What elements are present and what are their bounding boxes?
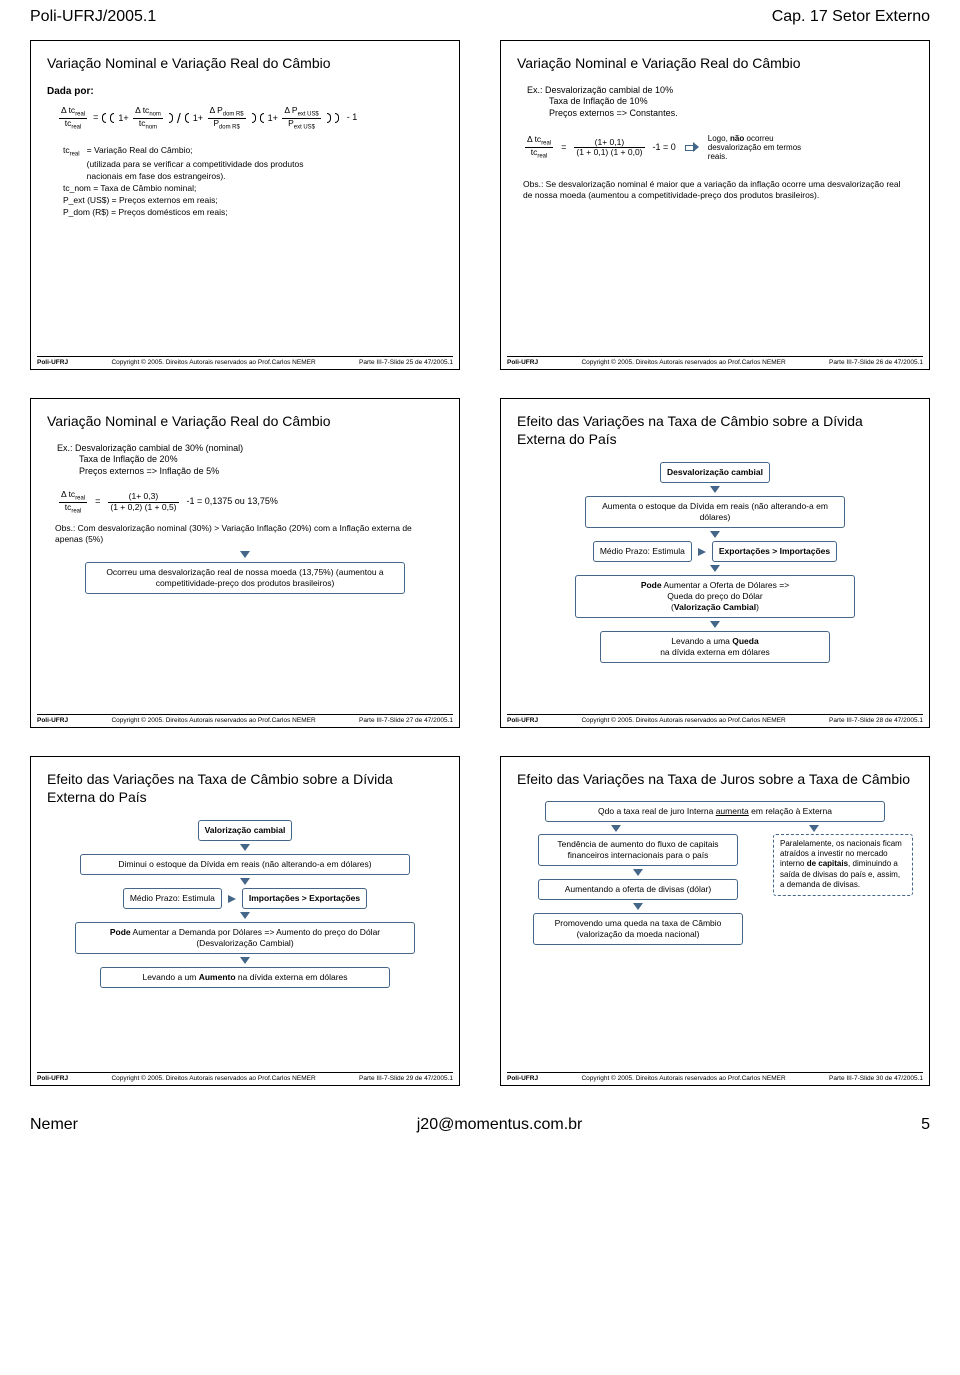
box-export-import: Exportações > Importações — [712, 541, 837, 562]
box-desvalorizacao: Desvalorização cambial — [660, 462, 770, 483]
arrow-down-icon — [240, 551, 250, 558]
obs-text: Obs.: Com desvalorização nominal (30%) >… — [47, 523, 443, 545]
formula-main: Δ tcreal tcreal = 1+ Δ tcnom tcnom / 1+ — [57, 106, 443, 131]
box-tendencia: Tendência de aumento do fluxo de capitai… — [538, 834, 738, 866]
page-footer: Nemer j20@momentus.com.br 5 — [0, 1096, 960, 1146]
hollow-arrow-icon — [685, 142, 699, 152]
formula-ex1: Δ tcreal tcreal = (1+ 0,1) (1 + 0,1) (1 … — [523, 134, 913, 162]
slide-title: Efeito das Variações na Taxa de Juros so… — [517, 771, 913, 789]
slide-title: Efeito das Variações na Taxa de Câmbio s… — [47, 771, 443, 806]
header-left: Poli-UFRJ/2005.1 — [30, 8, 156, 26]
box-import-export: Importações > Exportações — [242, 888, 367, 909]
header-right: Cap. 17 Setor Externo — [772, 8, 930, 26]
box-taxa-juro: Qdo a taxa real de juro Interna aumenta … — [545, 801, 885, 822]
slide-28: Efeito das Variações na Taxa de Câmbio s… — [500, 398, 930, 728]
arrow-right-icon — [228, 895, 236, 903]
box-oferta-divisas: Aumentando a oferta de divisas (dólar) — [538, 879, 738, 900]
arrow-down-icon — [710, 531, 720, 538]
arrow-down-icon — [710, 565, 720, 572]
dada-por-label: Dada por: — [47, 85, 443, 98]
box-medio-prazo: Médio Prazo: Estimula — [123, 888, 222, 909]
slide-30: Efeito das Variações na Taxa de Juros so… — [500, 756, 930, 1086]
footer-page-number: 5 — [921, 1116, 930, 1134]
footer-author: Nemer — [30, 1116, 78, 1134]
slide-footer: Poli-UFRJ Copyright © 2005. Direitos Aut… — [37, 714, 453, 724]
arrow-down-icon — [809, 825, 819, 832]
box-paralelamente: Paralelamente, os nacionais ficam atraíd… — [773, 834, 913, 896]
slide-body: Dada por: Δ tcreal tcreal = 1+ Δ tcnom t… — [47, 85, 443, 344]
ex-line3: Preços externos => Constantes. — [527, 108, 913, 120]
ex-line1: Ex.: Desvalorização cambial de 10% — [527, 85, 913, 97]
arrow-down-icon — [633, 903, 643, 910]
slide-title: Variação Nominal e Variação Real do Câmb… — [47, 55, 443, 73]
arrow-down-icon — [240, 957, 250, 964]
box-valorizacao: Valorização cambial — [198, 820, 293, 841]
arrow-right-icon — [698, 548, 706, 556]
slide-footer: Poli-UFRJ Copyright © 2005. Direitos Aut… — [37, 1072, 453, 1082]
box-medio-prazo: Médio Prazo: Estimula — [593, 541, 692, 562]
slides-grid: Variação Nominal e Variação Real do Câmb… — [0, 30, 960, 1096]
page-header: Poli-UFRJ/2005.1 Cap. 17 Setor Externo — [0, 0, 960, 30]
arrow-down-icon — [710, 621, 720, 628]
box-aumenta-divida: Aumenta o estoque da Dívida em reais (nã… — [585, 496, 845, 528]
obs-text: Obs.: Se desvalorização nominal é maior … — [517, 179, 913, 201]
box-demanda-dolares: Pode Aumentar a Demanda por Dólares => A… — [75, 922, 415, 954]
arrow-down-icon — [633, 869, 643, 876]
footer-email: j20@momentus.com.br — [417, 1116, 583, 1134]
slide-footer: Poli-UFRJ Copyright © 2005. Direitos Aut… — [37, 356, 453, 366]
box-diminui-divida: Diminui o estoque da Dívida em reais (nã… — [80, 854, 410, 875]
box-queda-divida: Levando a uma Quedana dívida externa em … — [600, 631, 830, 663]
ex-line1: Ex.: Desvalorização cambial de 30% (nomi… — [57, 443, 443, 455]
slide-26: Variação Nominal e Variação Real do Câmb… — [500, 40, 930, 370]
arrow-down-icon — [611, 825, 621, 832]
slide-body: Valorização cambial Diminui o estoque da… — [47, 818, 443, 1059]
arrow-down-icon — [240, 844, 250, 851]
arrow-down-icon — [710, 486, 720, 493]
slide-25: Variação Nominal e Variação Real do Câmb… — [30, 40, 460, 370]
slide-title: Variação Nominal e Variação Real do Câmb… — [47, 413, 443, 431]
ex-line2: Taxa de Inflação de 10% — [527, 96, 913, 108]
slide-title: Variação Nominal e Variação Real do Câmb… — [517, 55, 913, 73]
ex-line3: Preços externos => Inflação de 5% — [57, 466, 443, 478]
slide-body: Ex.: Desvalorização cambial de 30% (nomi… — [47, 443, 443, 702]
slide-body: Desvalorização cambial Aumenta o estoque… — [517, 460, 913, 701]
arrow-down-icon — [240, 912, 250, 919]
slide-footer: Poli-UFRJ Copyright © 2005. Direitos Aut… — [507, 356, 923, 366]
slide-body: Qdo a taxa real de juro Interna aumenta … — [517, 801, 913, 1060]
slide-footer: Poli-UFRJ Copyright © 2005. Direitos Aut… — [507, 1072, 923, 1082]
box-aumento-divida: Levando a um Aumento na dívida externa e… — [100, 967, 390, 988]
slide-29: Efeito das Variações na Taxa de Câmbio s… — [30, 756, 460, 1086]
slide-title: Efeito das Variações na Taxa de Câmbio s… — [517, 413, 913, 448]
box-oferta-dolares: Pode Aumentar a Oferta de Dólares =>Qued… — [575, 575, 855, 618]
ex-line2: Taxa de Inflação de 20% — [57, 454, 443, 466]
slide-footer: Poli-UFRJ Copyright © 2005. Direitos Aut… — [507, 714, 923, 724]
box-queda-cambio: Promovendo uma queda na taxa de Câmbio (… — [533, 913, 743, 945]
definitions: tcreal = Variação Real do Câmbio; (utili… — [47, 145, 443, 218]
result-box: Ocorreu uma desvalorização real de nossa… — [85, 562, 405, 594]
formula-ex2: Δ tcreal tcreal = (1+ 0,3) (1 + 0,2) (1 … — [57, 490, 443, 515]
arrow-down-icon — [240, 878, 250, 885]
slide-body: Ex.: Desvalorização cambial de 10% Taxa … — [517, 85, 913, 344]
slide-27: Variação Nominal e Variação Real do Câmb… — [30, 398, 460, 728]
